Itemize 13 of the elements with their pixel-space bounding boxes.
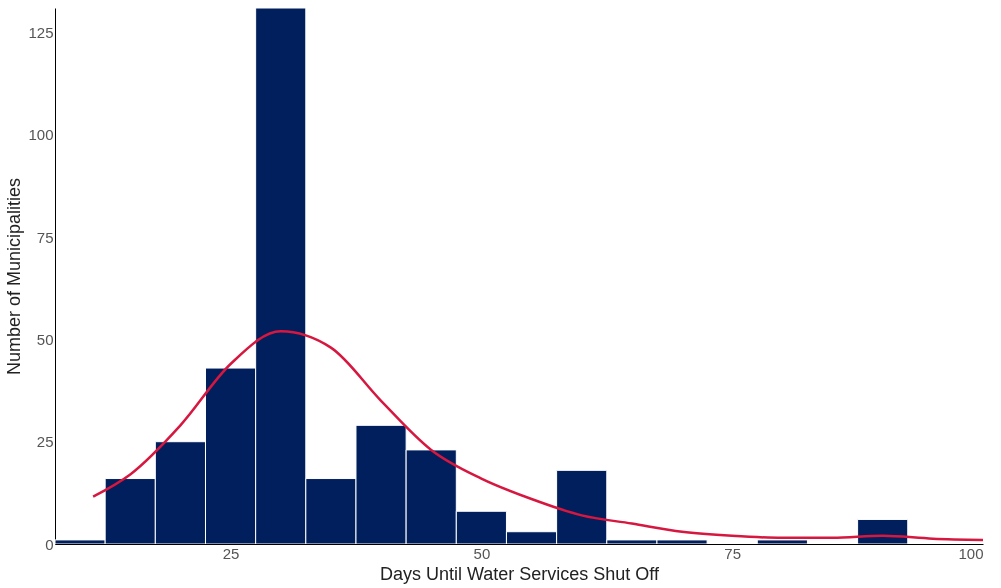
x-tick-label: 75 xyxy=(724,544,742,562)
y-tick-label: 100 xyxy=(28,126,54,144)
x-tick-label: 25 xyxy=(222,544,240,562)
x-axis-title: Days Until Water Services Shut Off xyxy=(379,563,661,584)
y-tick-label: 0 xyxy=(45,535,54,553)
y-tick-label: 125 xyxy=(28,24,54,42)
x-tick-label: 50 xyxy=(473,544,491,562)
y-axis-title: Number of Municipalities xyxy=(4,177,25,376)
line-series xyxy=(91,329,983,542)
y-tick-label: 25 xyxy=(36,433,54,451)
y-tick-label: 75 xyxy=(36,228,54,246)
x-tick-label: 100 xyxy=(958,544,984,562)
y-tick-label: 50 xyxy=(36,330,54,348)
